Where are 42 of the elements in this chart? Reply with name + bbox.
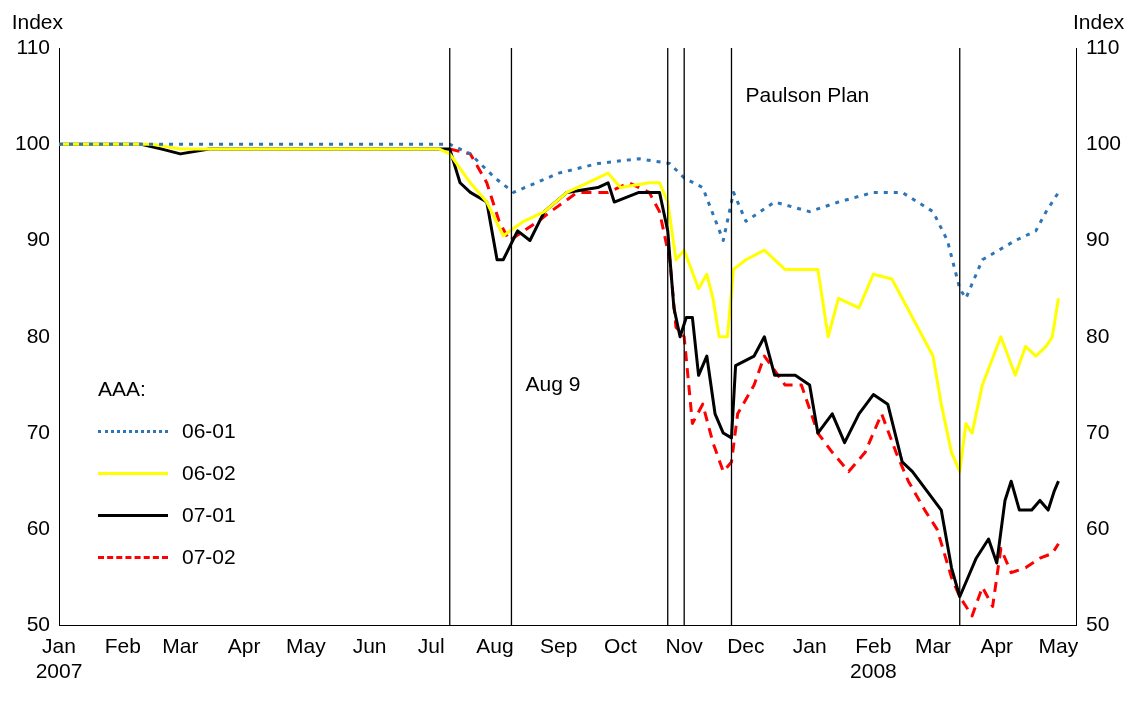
x-tick-label: Apr [980, 634, 1014, 657]
line-series [59, 142, 1060, 300]
y-tick-label: 80 [26, 323, 51, 347]
line-series [448, 147, 1060, 618]
y-tick-label: 50 [26, 612, 51, 636]
legend-label: 07-01 [182, 502, 236, 528]
annotation: Paulson Plan [745, 82, 870, 106]
y2-tick-label: 70 [1085, 419, 1110, 443]
y-tick-label: 60 [26, 516, 51, 540]
y2-tick-label: 100 [1085, 131, 1122, 155]
x-tick-label: Jan [792, 634, 827, 657]
x-tick-label: Dec [727, 634, 765, 657]
x-tick-label: May [1038, 634, 1079, 657]
x-tick-label: Mar [162, 634, 199, 657]
legend-label: 06-02 [182, 460, 236, 486]
x-tick-label: Oct [604, 634, 637, 657]
y-tick-label: 70 [26, 419, 51, 443]
y2-tick-label: 110 [1085, 34, 1120, 58]
x-tick-label: Mar [914, 634, 952, 657]
x-tick-label: Sep [540, 634, 578, 657]
y2-tick-label: 50 [1085, 612, 1110, 636]
y2-tick-label: 80 [1085, 323, 1110, 347]
x-tick-label: Nov [665, 634, 704, 657]
legend-label: 07-02 [182, 544, 236, 570]
x-tick-label: Feb 2008 [850, 634, 897, 683]
annotation: Aug 9 [525, 371, 581, 395]
legend-label: 06-01 [182, 418, 236, 444]
y-tick-label: 110 [16, 34, 51, 58]
x-tick-label: Jun [352, 634, 387, 657]
x-tick-label: Jan 2007 [35, 634, 83, 683]
y-axis-title: Index [11, 10, 64, 34]
y-tick-label: 90 [26, 227, 51, 251]
x-tick-label: Jul [417, 634, 445, 657]
y-tick-label: 100 [14, 131, 51, 155]
legend-title: AAA: [98, 376, 147, 402]
y2-tick-label: 60 [1085, 516, 1110, 540]
x-tick-label: Apr [227, 634, 261, 657]
x-tick-label: May [285, 634, 327, 657]
x-tick-label: Feb [104, 634, 141, 657]
y2-tick-label: 90 [1085, 227, 1110, 251]
x-tick-label: Aug [476, 634, 514, 657]
y2-axis-title: Index [1072, 10, 1125, 34]
